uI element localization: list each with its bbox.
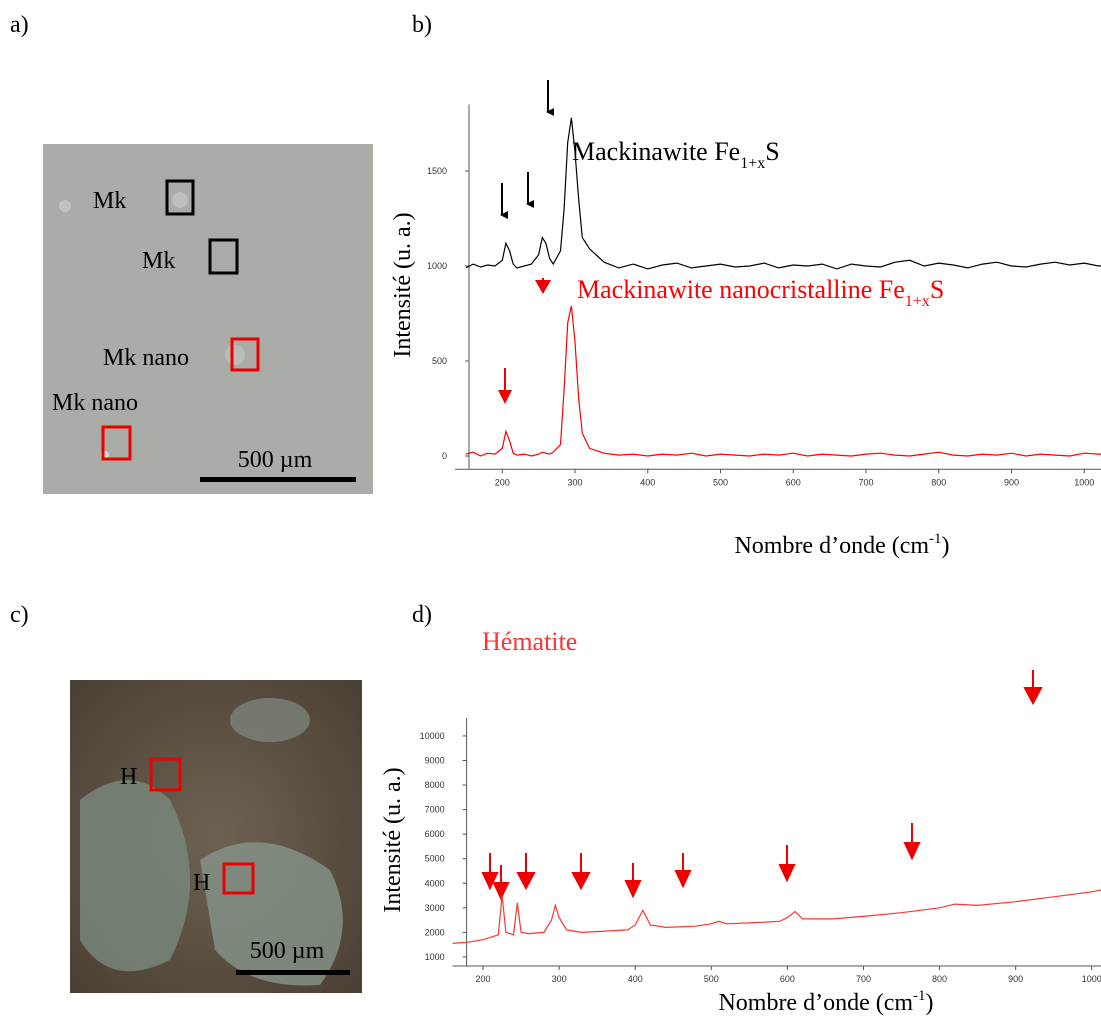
series-label: Mackinawite Fe1+xS: [572, 137, 780, 172]
x-axis-label-tail: ): [926, 990, 934, 1016]
series-label-text: Hématite: [482, 627, 577, 656]
x-axis-label: Nombre d’onde (cm-1): [718, 988, 933, 1016]
panel-label: c): [10, 602, 29, 628]
y-tick-label: 3000: [425, 903, 445, 913]
region-box: [101, 425, 132, 461]
peak-arrows: [498, 80, 554, 404]
x-tick-label: 300: [552, 974, 567, 984]
x-tick-label: 400: [640, 477, 655, 487]
series-label: Mackinawite nanocristalline Fe1+xS: [577, 275, 944, 310]
y-axis-label: Intensité (u. a.): [380, 767, 406, 912]
spectrum-line: [465, 117, 1101, 270]
panel-label: a): [10, 12, 29, 38]
x-tick-label: 700: [858, 477, 873, 487]
micrograph: H H 500 µm: [70, 680, 362, 993]
region-box: [165, 179, 195, 216]
series-label-sub: 1+x: [740, 155, 765, 172]
panel-label: b): [412, 12, 432, 38]
x-tick-label: 400: [628, 974, 643, 984]
scale-bar-label: 500 µm: [238, 447, 313, 473]
x-axis-label-sup: -1: [913, 988, 926, 1004]
spectrum-line: [465, 305, 1101, 457]
x-tick-label: 700: [856, 974, 871, 984]
scale-bar: [200, 477, 356, 482]
x-tick-label: 200: [476, 974, 491, 984]
micrograph: Mk Mk Mk nano Mk nano 500 µm: [43, 144, 373, 494]
box-label: Mk nano: [103, 345, 189, 371]
x-tick-label: 1000: [1082, 974, 1101, 984]
scale-bar-label: 500 µm: [250, 938, 325, 964]
region-box: [222, 862, 255, 895]
y-tick-label: 1000: [425, 952, 445, 962]
region-box: [230, 337, 260, 372]
y-axis-label: Intensité (u. a.): [390, 212, 416, 357]
y-tick-label: 0: [442, 451, 447, 461]
x-tick-label: 800: [932, 974, 947, 984]
panel-label: d): [412, 602, 432, 628]
box-label: H: [193, 870, 210, 896]
y-tick-label: 2000: [425, 927, 445, 937]
region-box: [208, 238, 239, 275]
x-tick-label: 500: [713, 477, 728, 487]
x-tick-label: 900: [1008, 974, 1023, 984]
box-label: H: [120, 764, 137, 790]
series-label-text: Mackinawite Fe: [572, 137, 740, 166]
y-tick-label: 9000: [425, 755, 445, 765]
series-label: Hématite: [482, 627, 577, 656]
y-tick-label: 5000: [425, 854, 445, 864]
x-tick-label: 300: [568, 477, 583, 487]
x-tick-label: 600: [786, 477, 801, 487]
x-tick-label: 200: [495, 477, 510, 487]
peak-arrows: [481, 670, 1043, 901]
y-tick-label: 10000: [420, 731, 445, 741]
scale-bar: [236, 970, 350, 975]
x-axis-label: Nombre d’onde (cm-1): [734, 531, 949, 559]
y-tick-label: 7000: [425, 805, 445, 815]
spectrum-line: [452, 889, 1101, 944]
x-tick-label: 600: [780, 974, 795, 984]
series-label-sub: 1+x: [905, 293, 930, 310]
series-label-tail: S: [930, 275, 944, 304]
y-tick-label: 8000: [425, 780, 445, 790]
x-axis-label-text: Nombre d’onde (cm: [718, 990, 913, 1016]
y-tick-label: 1500: [427, 166, 447, 176]
box-label: Mk: [142, 248, 175, 274]
series-label-tail: S: [765, 137, 779, 166]
y-tick-label: 1000: [427, 261, 447, 271]
y-tick-label: 500: [432, 356, 447, 366]
box-label: Mk nano: [52, 390, 138, 416]
y-tick-label: 6000: [425, 829, 445, 839]
x-axis-label-sup: -1: [929, 531, 942, 547]
x-tick-label: 800: [931, 477, 946, 487]
box-label: Mk: [93, 188, 126, 214]
x-axis-label-tail: ): [942, 533, 950, 559]
y-tick-label: 4000: [425, 878, 445, 888]
series-label-text: Mackinawite nanocristalline Fe: [577, 275, 905, 304]
x-tick-label: 1000: [1074, 477, 1094, 487]
region-box: [149, 757, 182, 792]
x-tick-label: 500: [704, 974, 719, 984]
image: [43, 144, 373, 494]
x-tick-label: 900: [1004, 477, 1019, 487]
x-axis-label-text: Nombre d’onde (cm: [734, 533, 929, 559]
